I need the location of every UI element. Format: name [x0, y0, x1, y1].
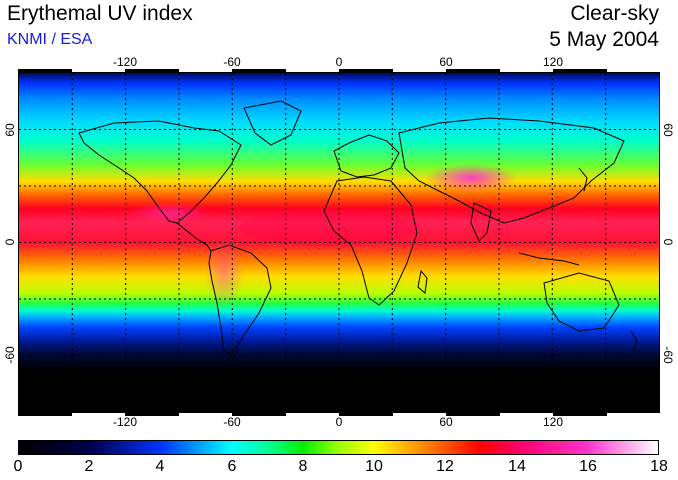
frame-tick-top — [18, 69, 72, 73]
north-america-coast — [78, 120, 242, 224]
saharan-band — [239, 210, 419, 246]
lon-tick-bottom-60: 60 — [439, 415, 453, 429]
colorbar-tick-12: 12 — [436, 458, 454, 475]
colorbar-tick-6: 6 — [227, 458, 237, 475]
sky-condition-label: Clear-sky — [570, 2, 659, 25]
frame-tick-bottom — [446, 412, 500, 416]
graticule — [19, 73, 659, 412]
india-coast — [470, 202, 492, 242]
europe-coast — [333, 134, 400, 178]
frame-tick-top — [339, 69, 393, 73]
africa-coast — [323, 176, 418, 306]
lat-tick-right-60: 60 — [661, 123, 675, 137]
south-america-coast — [208, 244, 272, 356]
lon-tick-bottom-120: 120 — [542, 415, 564, 429]
lat-tick-right-0: 0 — [661, 238, 675, 246]
mexico-highlands-peak — [129, 203, 209, 223]
frame-tick-top — [125, 69, 179, 73]
colorbar-tick-8: 8 — [298, 458, 308, 475]
colorbar-tick-0: 0 — [13, 458, 23, 475]
australia-coast — [543, 272, 620, 332]
coastlines — [78, 100, 638, 356]
central-america-coast — [176, 222, 212, 252]
lat-tick-left-0: 0 — [3, 238, 17, 246]
colorbar-tick-2: 2 — [84, 458, 94, 475]
colorbar-tick-10: 10 — [365, 458, 383, 475]
uv-index-map — [18, 72, 660, 413]
frame-tick-top — [553, 69, 607, 73]
madagascar-coast — [417, 269, 428, 294]
uv-heatmap — [19, 73, 659, 412]
colorbar-tick-18: 18 — [650, 458, 668, 475]
colorbar-tick-16: 16 — [579, 458, 597, 475]
lon-tick-bottom-minus60: -60 — [223, 415, 241, 429]
lon-tick-top-0: 0 — [335, 55, 343, 69]
lat-tick-left-60: 60 — [3, 123, 17, 137]
frame-tick-top — [232, 69, 286, 73]
frame-tick-top — [446, 69, 500, 73]
date-label: 5 May 2004 — [549, 28, 659, 51]
colorbar-tick-14: 14 — [508, 458, 526, 475]
frame-tick-bottom — [553, 412, 607, 416]
source-label: KNMI / ESA — [7, 31, 93, 48]
lat-tick-left-minus60: -60 — [3, 346, 17, 364]
colorbar-tick-4: 4 — [155, 458, 165, 475]
lon-tick-top-60: 60 — [439, 55, 453, 69]
lon-tick-top-minus120: -120 — [112, 55, 138, 69]
frame-tick-bottom — [125, 412, 179, 416]
greenland-coast — [243, 100, 302, 146]
colorbar — [18, 440, 659, 455]
lon-tick-bottom-0: 0 — [335, 415, 343, 429]
frame-tick-bottom — [232, 412, 286, 416]
lon-tick-top-minus60: -60 — [223, 55, 241, 69]
lon-tick-bottom-minus120: -120 — [112, 415, 138, 429]
japan-coast — [578, 167, 588, 192]
asia-coast — [398, 117, 625, 224]
lon-tick-top-120: 120 — [542, 55, 564, 69]
frame-tick-bottom — [18, 412, 72, 416]
map-title: Erythemal UV index — [7, 2, 193, 25]
tibetan-plateau-peak — [425, 164, 517, 192]
indonesia-coast — [518, 252, 580, 266]
new-zealand-coast — [630, 330, 638, 352]
frame-tick-bottom — [339, 412, 393, 416]
lat-tick-right-minus60: -60 — [661, 346, 675, 364]
